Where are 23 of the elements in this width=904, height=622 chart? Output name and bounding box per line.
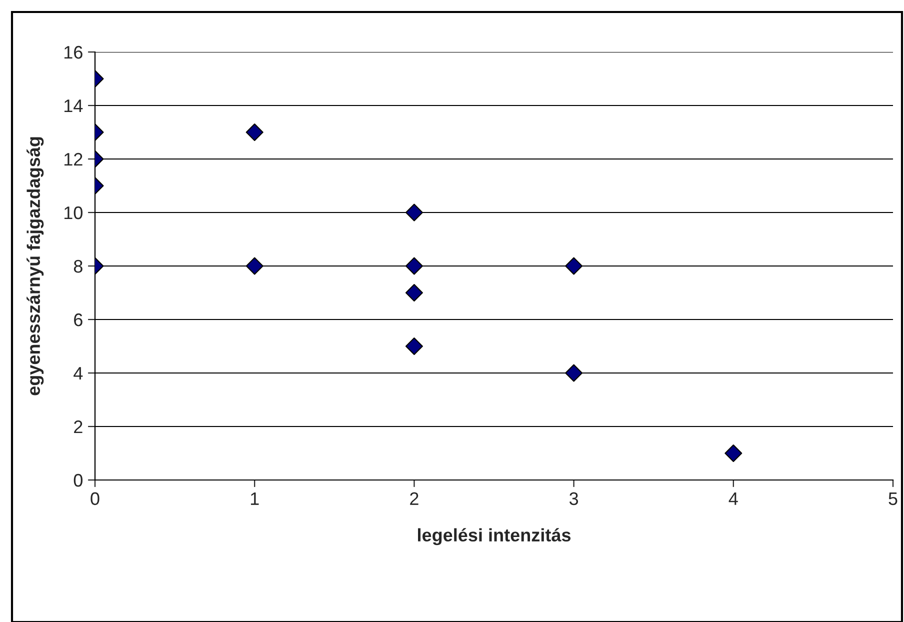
y-tick-label: 16 <box>64 46 82 59</box>
x-tick-label: 3 <box>569 492 578 506</box>
x-tick-label: 4 <box>728 492 738 505</box>
y-tick-label: 10 <box>64 206 82 220</box>
x-tick-label: 1 <box>250 492 259 505</box>
x-tick-label: 5 <box>888 492 898 506</box>
point <box>405 284 423 302</box>
x-axis-title: legelési intenzitás <box>418 528 571 546</box>
x-tick-label: 0 <box>90 492 100 506</box>
y-tick-label: 2 <box>74 420 82 434</box>
point <box>405 257 423 275</box>
y-tick-label: 4 <box>74 367 83 380</box>
point <box>405 337 423 356</box>
y-tick-label: 6 <box>74 313 82 326</box>
y-tick-label: 12 <box>64 152 82 166</box>
point <box>565 257 583 275</box>
y-axis-title: egyenesszárnyú fajgazdagság <box>26 137 44 396</box>
x-tick-label: 2 <box>410 492 418 505</box>
point <box>405 204 423 222</box>
point <box>565 364 583 382</box>
y-tick-label: 0 <box>74 474 82 487</box>
y-tick-label: 14 <box>64 100 83 112</box>
y-tick-label: 8 <box>74 260 82 273</box>
